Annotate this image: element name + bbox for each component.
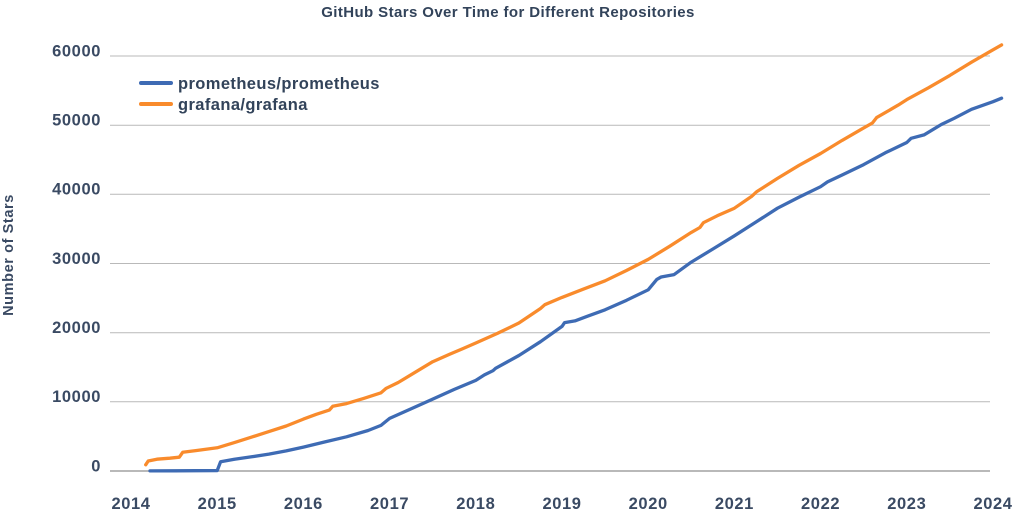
legend-label-grafana: grafana/grafana bbox=[178, 96, 308, 114]
x-tick-2020: 2020 bbox=[629, 495, 668, 513]
y-tick-30000: 30000 bbox=[52, 250, 101, 268]
y-tick-20000: 20000 bbox=[52, 319, 101, 337]
chart-title: GitHub Stars Over Time for Different Rep… bbox=[321, 4, 695, 21]
y-tick-40000: 40000 bbox=[52, 181, 101, 199]
x-tick-2019: 2019 bbox=[542, 495, 581, 513]
x-tick-2022: 2022 bbox=[801, 495, 840, 513]
x-tick-2017: 2017 bbox=[370, 495, 409, 513]
series-line-prometheus bbox=[148, 96, 1004, 473]
x-tick-2018: 2018 bbox=[456, 495, 495, 513]
x-tick-2023: 2023 bbox=[887, 495, 926, 513]
x-tick-2021: 2021 bbox=[715, 495, 754, 513]
y-tick-60000: 60000 bbox=[52, 42, 101, 60]
x-tick-2024: 2024 bbox=[973, 495, 1012, 513]
x-tick-2015: 2015 bbox=[198, 495, 237, 513]
x-tick-labels: 2014 2015 2016 2017 2018 2019 2020 2021 2022 2023… bbox=[111, 495, 1012, 513]
x-tick-2014: 2014 bbox=[111, 495, 150, 513]
series-line-grafana bbox=[144, 43, 1004, 467]
x-tick-2016: 2016 bbox=[284, 495, 323, 513]
y-axis-label: Number of Stars bbox=[1, 194, 17, 316]
series-lines bbox=[144, 43, 1004, 473]
y-tick-50000: 50000 bbox=[52, 112, 101, 130]
legend: prometheus/prometheus grafana/grafana bbox=[139, 75, 380, 114]
y-tick-0: 0 bbox=[91, 457, 101, 475]
gridlines bbox=[110, 55, 990, 472]
y-tick-labels: 0 10000 20000 30000 40000 50000 60000 bbox=[52, 42, 101, 475]
y-tick-10000: 10000 bbox=[52, 388, 101, 406]
legend-label-prometheus: prometheus/prometheus bbox=[178, 75, 380, 93]
